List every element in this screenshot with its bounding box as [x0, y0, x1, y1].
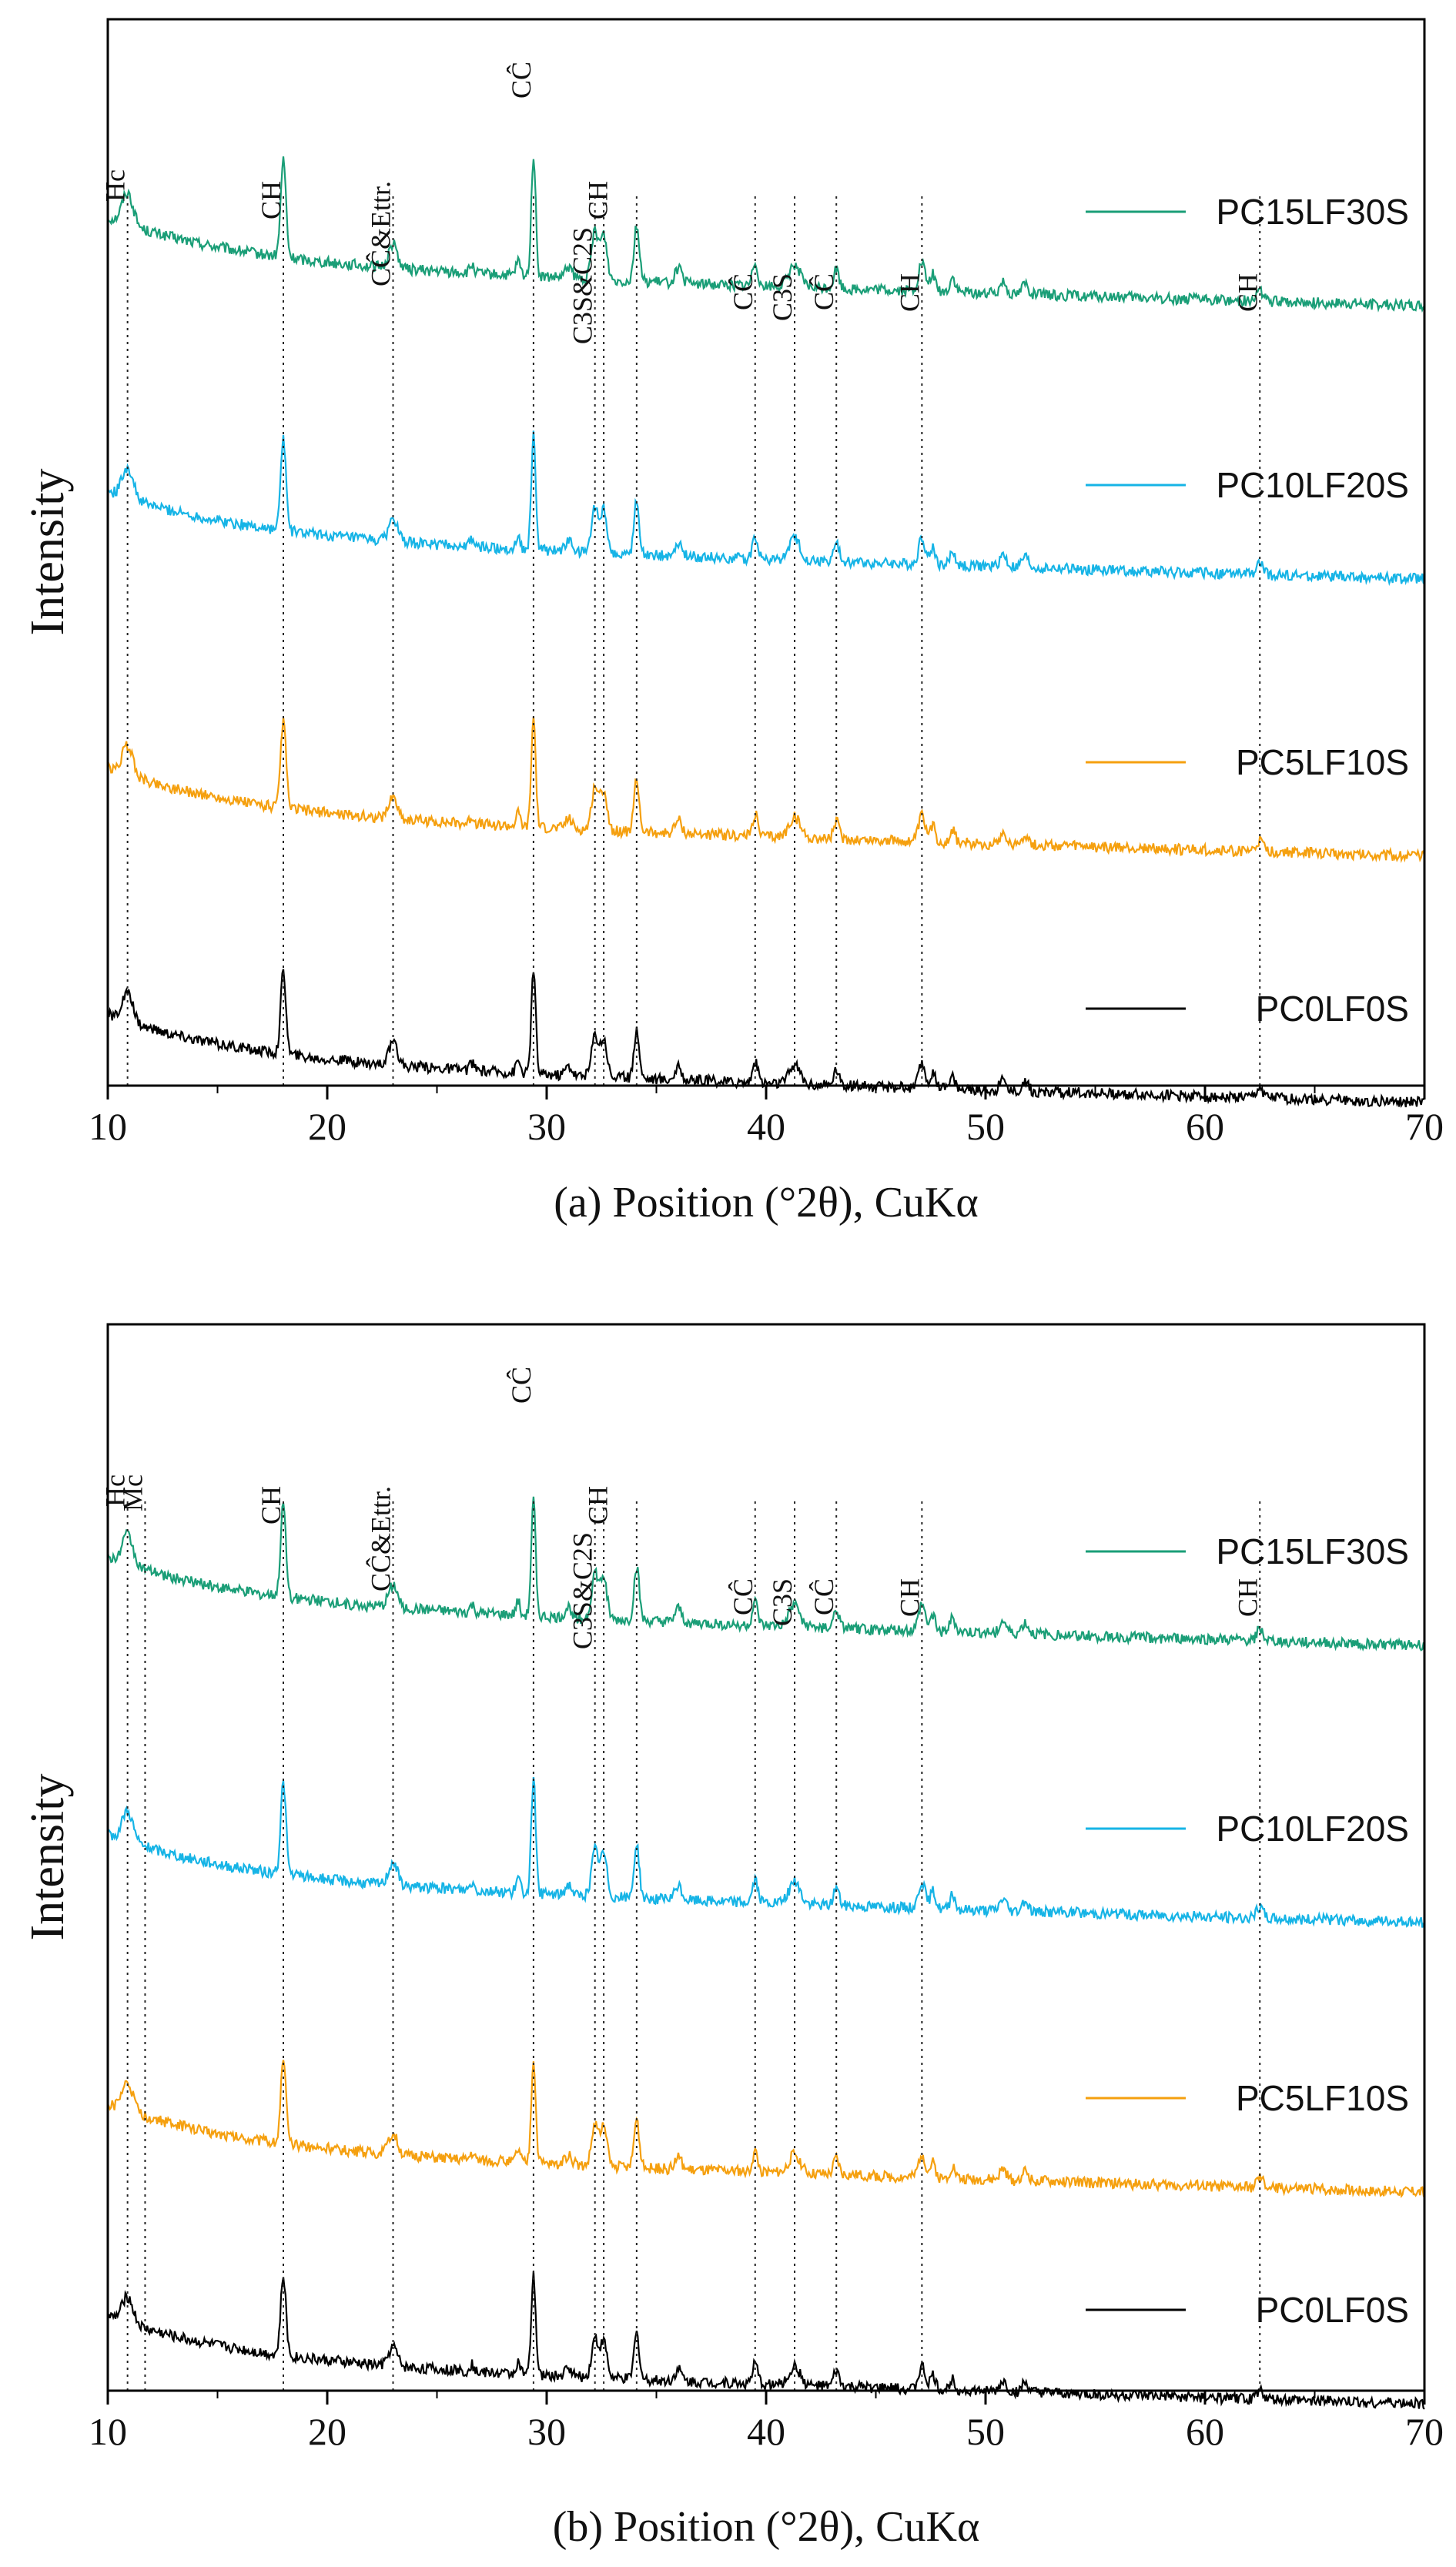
peak-label: CH: [583, 1486, 614, 1524]
x-tick-label: 50: [966, 1105, 1005, 1148]
legend-label: PC15LF30S: [1216, 1531, 1409, 1571]
series-line-pc10lf20s: [107, 1776, 1426, 1928]
peak-label: CH: [894, 1578, 925, 1617]
series-line-pc15lf30s: [106, 156, 1425, 313]
legend-label: PC10LF20S: [1216, 1809, 1409, 1849]
series-line-pc0lf0s: [106, 969, 1425, 1109]
peak-label: C3S&C2S: [567, 227, 598, 344]
peak-label: CH: [256, 181, 286, 219]
peak-label: CĈ&Ettr.: [366, 1486, 397, 1591]
x-tick-label: 40: [747, 1105, 785, 1148]
peak-label: CH: [894, 273, 925, 312]
peak-label: CH: [1232, 273, 1263, 312]
peak-label: CĈ&Ettr.: [366, 181, 397, 286]
x-tick-label: 10: [89, 1105, 127, 1148]
peak-label: CH: [583, 181, 614, 219]
x-tick-label: 20: [308, 1105, 346, 1148]
peak-label: CH: [1232, 1578, 1263, 1617]
x-tick-label: 10: [89, 2410, 127, 2453]
peak-label: CĈ: [808, 273, 839, 310]
peak-label: C3S: [767, 1578, 798, 1626]
legend-label: PC15LF30S: [1216, 192, 1409, 232]
x-tick-label: 60: [1186, 1105, 1224, 1148]
series-line-pc5lf10s: [106, 717, 1426, 864]
peak-label: C3S: [767, 273, 798, 321]
x-axis-label-a: (a) Position (°2θ), CuKα: [554, 1179, 978, 1227]
x-tick-label: 40: [747, 2410, 785, 2453]
x-tick-label: 20: [308, 2410, 346, 2453]
series-line-pc10lf20s: [107, 430, 1425, 587]
legend-label: PC5LF10S: [1236, 742, 1409, 782]
peak-label: Hc: [100, 1474, 131, 1507]
plot-frame-b: [106, 1323, 1426, 2392]
y-axis-label-a: Intensity: [22, 469, 74, 636]
peak-label: C3S&C2S: [567, 1532, 598, 1649]
x-tick-label: 30: [527, 2410, 566, 2453]
y-axis-label-b: Intensity: [22, 1774, 74, 1941]
x-tick-label: 70: [1405, 1105, 1444, 1148]
series-line-pc0lf0s: [106, 2271, 1425, 2410]
legend-label: PC0LF0S: [1256, 989, 1409, 1029]
peak-label: CĈ: [808, 1578, 839, 1615]
series-line-pc5lf10s: [106, 2060, 1426, 2199]
peak-label: CH: [256, 1486, 286, 1524]
peak-label: CĈ: [506, 1367, 537, 1404]
plot-frame-a: [106, 18, 1426, 1087]
x-tick-label: 50: [966, 2410, 1005, 2453]
x-tick-label: 70: [1405, 2410, 1444, 2453]
series-line-pc15lf30s: [106, 1496, 1425, 1652]
peak-label: CĈ: [728, 273, 758, 310]
peak-label: Mc: [117, 1474, 148, 1511]
peak-label: CĈ: [506, 62, 537, 99]
x-tick-label: 60: [1186, 2410, 1224, 2453]
peak-label: CĈ: [728, 1578, 758, 1615]
peak-label: Hc: [100, 169, 131, 202]
panel-a: Hc CH CĈ&Ettr. CĈ C3S&C2S CH CĈ C3S CĈ CH CH PC15L…: [22, 18, 1444, 1227]
legend-label: PC0LF0S: [1256, 2290, 1409, 2330]
legend-label: PC5LF10S: [1236, 2078, 1409, 2118]
x-axis-label-b: (b) Position (°2θ), CuKα: [553, 2503, 980, 2551]
x-tick-label: 30: [527, 1105, 566, 1148]
legend-label: PC10LF20S: [1216, 465, 1409, 505]
